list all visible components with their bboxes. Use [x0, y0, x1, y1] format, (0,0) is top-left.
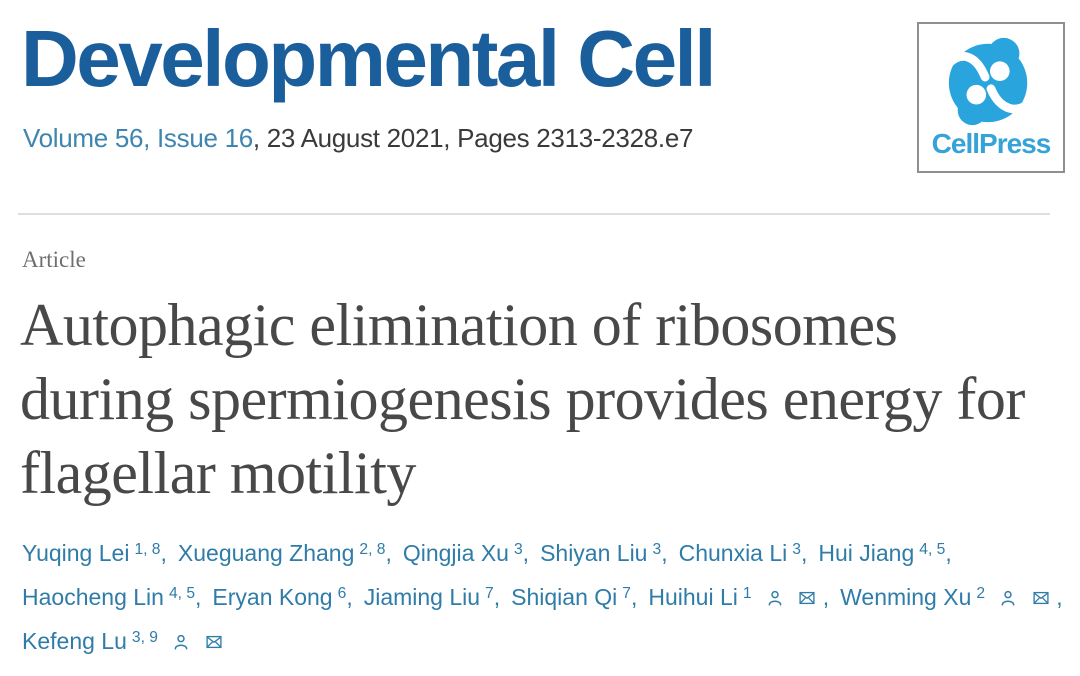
author-affiliation-superscript: 3	[792, 540, 801, 558]
email-icon[interactable]	[798, 589, 816, 607]
author-affiliation-superscript: 3	[513, 540, 523, 558]
author-line: Kefeng Lu 3, 9	[22, 621, 1067, 665]
article-title-line-3: flagellar motility	[20, 440, 416, 506]
author-profile-icon[interactable]	[999, 589, 1017, 607]
author-name: Jiaming Liu	[363, 584, 481, 610]
author-affiliation-superscript: 2, 8	[359, 540, 386, 558]
author-name: Yuqing Lei	[22, 540, 130, 566]
author-link[interactable]: Wenming Xu 2 ,	[840, 584, 1063, 610]
volume-issue-link[interactable]: Volume 56, Issue 16	[23, 123, 253, 153]
author-link[interactable]: Huihui Li 1 ,	[648, 584, 829, 610]
citation-line: Volume 56, Issue 16, 23 August 2021, Pag…	[23, 121, 693, 155]
author-separator: ,	[1056, 584, 1063, 610]
author-link[interactable]: Jiaming Liu 7,	[364, 584, 500, 610]
author-separator: ,	[800, 540, 808, 566]
author-link[interactable]: Haocheng Lin 4, 5,	[22, 584, 201, 610]
article-type-label: Article	[22, 247, 86, 272]
author-affiliation-superscript: 3, 9	[131, 628, 158, 646]
author-separator: ,	[630, 584, 638, 610]
author-affiliation-superscript: 2	[976, 584, 986, 602]
author-affiliation-superscript: 7	[485, 584, 494, 602]
author-name: Huihui Li	[648, 584, 738, 610]
author-name: Kefeng Lu	[22, 628, 127, 654]
author-affiliation-superscript: 4, 5	[168, 584, 196, 602]
author-separator: ,	[160, 540, 167, 566]
author-line: Haocheng Lin 4, 5, Eryan Kong 6, Jiaming Liu…	[22, 577, 1067, 621]
author-name: Shiqian Qi	[511, 584, 618, 610]
author-affiliation-superscript: 3	[652, 540, 662, 558]
cellpress-logo[interactable]: CellPress	[917, 22, 1065, 173]
author-link[interactable]: Hui Jiang 4, 5,	[818, 540, 951, 566]
author-affiliation-superscript: 6	[337, 584, 347, 602]
author-link[interactable]: Shiqian Qi 7,	[511, 584, 637, 610]
author-link[interactable]: Eryan Kong 6,	[212, 584, 352, 610]
author-link[interactable]: Yuqing Lei 1, 8,	[22, 540, 167, 566]
article-title-line-2: during spermiogenesis provides energy fo…	[20, 366, 1025, 432]
author-affiliation-superscript: 1	[742, 584, 752, 602]
citation-date-pages: , 23 August 2021, Pages 2313-2328.e7	[252, 123, 694, 153]
section-divider	[18, 213, 1050, 215]
author-name: Chunxia Li	[678, 540, 788, 566]
author-profile-icon[interactable]	[766, 589, 784, 607]
author-link[interactable]: Qingjia Xu 3,	[403, 540, 529, 566]
author-separator: ,	[385, 540, 392, 566]
author-name: Eryan Kong	[212, 584, 333, 610]
author-separator: ,	[945, 540, 952, 566]
author-separator: ,	[522, 540, 530, 566]
cellpress-logo-mark	[944, 37, 1036, 126]
author-separator: ,	[346, 584, 353, 610]
author-separator: ,	[195, 584, 202, 610]
author-link[interactable]: Chunxia Li 3,	[679, 540, 808, 566]
author-link[interactable]: Xueguang Zhang 2, 8,	[178, 540, 392, 566]
journal-title[interactable]: Developmental Cell	[21, 14, 717, 103]
author-separator: ,	[493, 584, 501, 610]
author-separator: ,	[822, 584, 830, 610]
author-name: Qingjia Xu	[402, 540, 509, 566]
author-name: Hui Jiang	[818, 540, 915, 566]
author-list: Yuqing Lei 1, 8, Xueguang Zhang 2, 8, Qingji…	[22, 533, 1067, 665]
author-link[interactable]: Kefeng Lu 3, 9	[22, 628, 223, 654]
author-name: Haocheng Lin	[22, 584, 164, 610]
article-title-line-1: Autophagic elimination of ribosomes	[20, 292, 898, 358]
author-name: Xueguang Zhang	[177, 540, 355, 566]
author-separator: ,	[661, 540, 668, 566]
article-title: Autophagic elimination of ribosomes duri…	[20, 288, 1070, 510]
author-profile-icon[interactable]	[172, 633, 190, 651]
author-name: Wenming Xu	[840, 584, 972, 610]
author-affiliation-superscript: 4, 5	[919, 540, 946, 558]
author-affiliation-superscript: 1, 8	[134, 540, 161, 558]
author-link[interactable]: Shiyan Liu 3,	[540, 540, 668, 566]
email-icon[interactable]	[1032, 589, 1050, 607]
author-line: Yuqing Lei 1, 8, Xueguang Zhang 2, 8, Qingji…	[22, 533, 1067, 577]
author-affiliation-superscript: 7	[622, 584, 631, 602]
cellpress-logo-text: CellPress	[931, 128, 1052, 159]
author-name: Shiyan Liu	[540, 540, 648, 566]
email-icon[interactable]	[205, 633, 223, 651]
